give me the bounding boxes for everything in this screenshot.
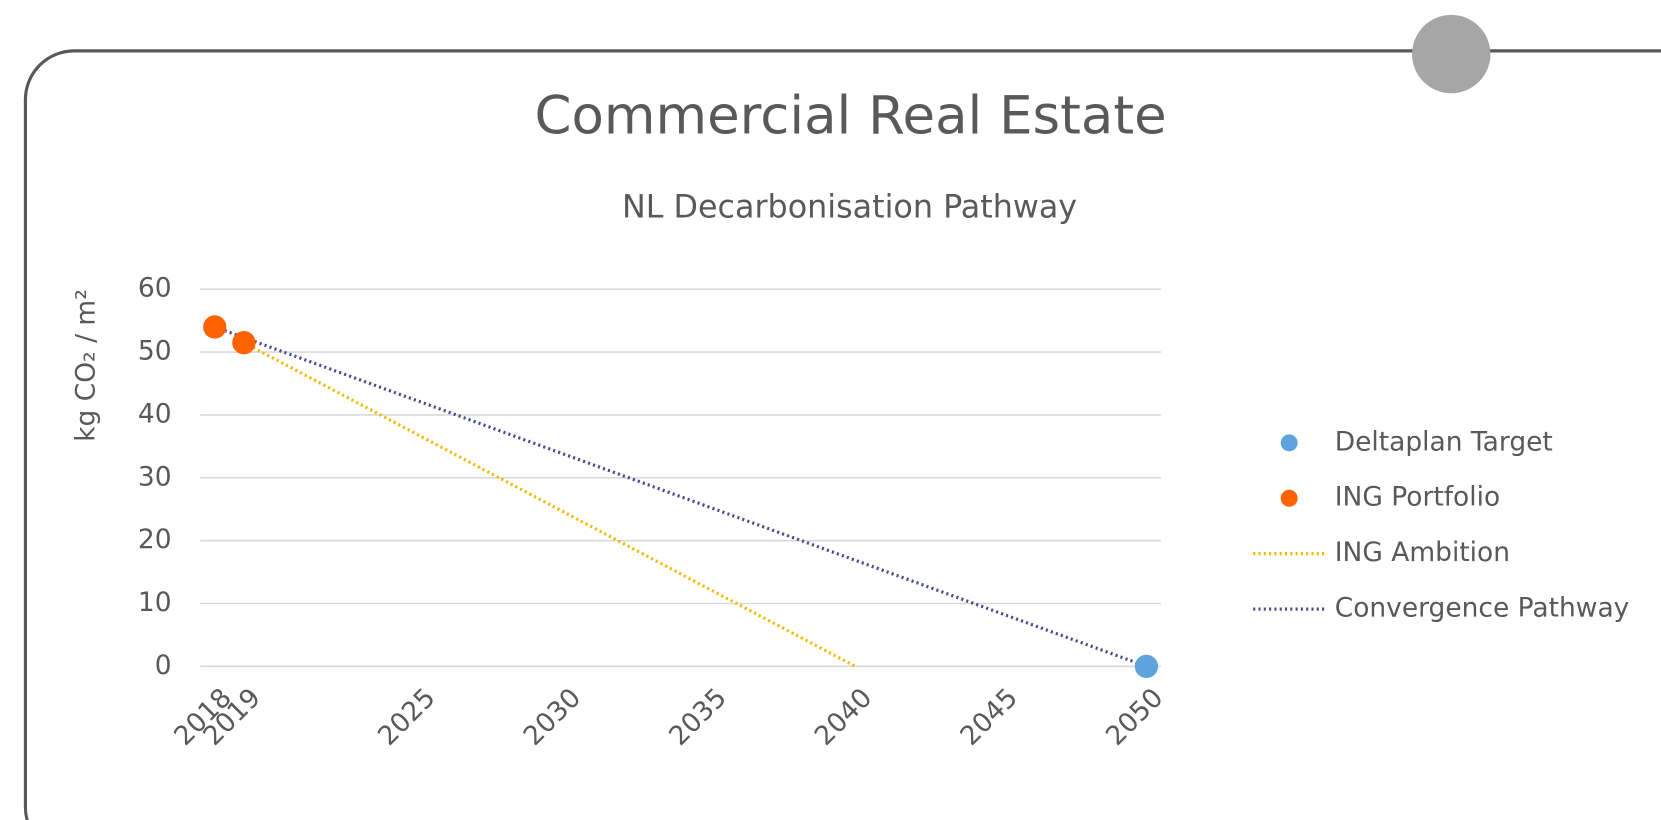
y-tick-label: 60: [138, 273, 172, 304]
legend-marker: [1280, 434, 1298, 452]
y-tick-label: 30: [138, 461, 172, 492]
legend-label: ING Ambition: [1335, 537, 1510, 568]
point: [203, 315, 227, 339]
legend-label: ING Portfolio: [1335, 482, 1500, 513]
card-border: [23, 49, 1661, 820]
point: [232, 331, 256, 355]
series-line: [214, 325, 1147, 668]
legend-marker: [1280, 489, 1298, 507]
decor-circle: [1412, 14, 1491, 94]
y-tick-label: 10: [138, 587, 172, 618]
y-tick-label: 40: [138, 398, 172, 429]
y-tick-label: 50: [138, 336, 172, 367]
point: [1134, 654, 1159, 679]
chart-title: Commercial Real Estate: [535, 85, 1167, 146]
legend-label: Convergence Pathway: [1335, 593, 1630, 624]
y-tick-label: 0: [155, 650, 172, 681]
y-tick-label: 20: [138, 524, 172, 555]
chart-subtitle: NL Decarbonisation Pathway: [622, 190, 1077, 226]
series-line: [243, 341, 857, 668]
legend-label: Deltaplan Target: [1335, 426, 1553, 457]
y-axis-label: kg CO₂ / m²: [70, 289, 101, 442]
